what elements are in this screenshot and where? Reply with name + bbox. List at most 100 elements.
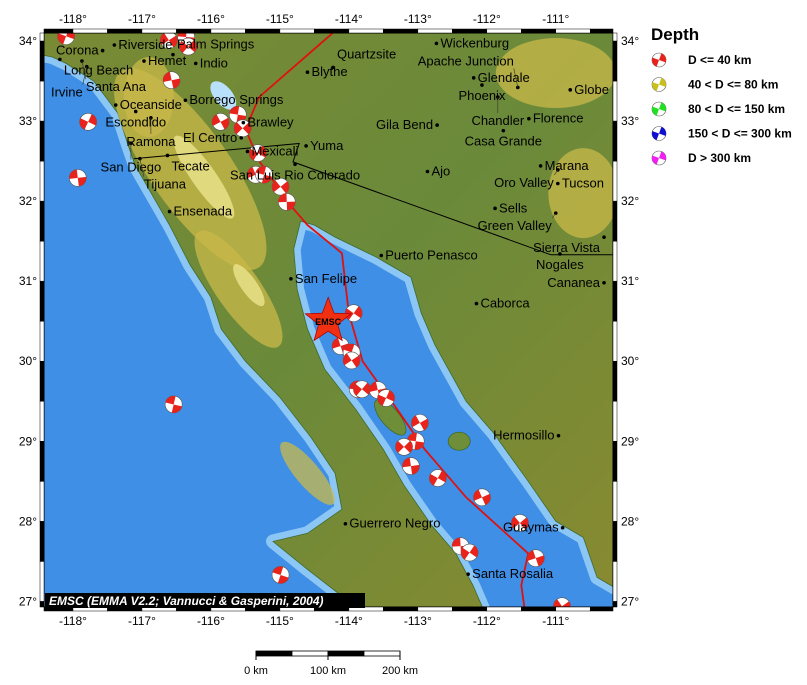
beachball-quadrant xyxy=(272,180,290,194)
frame-segment xyxy=(555,28,591,34)
credit-text: EMSC (EMMA V2.2; Vannucci & Gasperini, 2… xyxy=(49,594,324,608)
earthquake-focal-mechanism[interactable] xyxy=(375,387,397,409)
earthquake-focal-mechanism[interactable] xyxy=(231,116,255,140)
city-label: Tucson xyxy=(562,176,604,191)
city-dot xyxy=(142,59,146,63)
lon-tick-bottom: -117° xyxy=(128,614,156,628)
city-label: Oro Valley xyxy=(494,175,554,190)
earthquake-focal-mechanism[interactable] xyxy=(254,164,275,185)
highland-shading xyxy=(123,57,174,138)
city-dot xyxy=(474,301,479,306)
earthquake-focal-mechanism[interactable] xyxy=(228,105,247,124)
frame-segment xyxy=(39,601,45,608)
city-leader-line xyxy=(82,66,88,85)
city-dot xyxy=(245,149,250,154)
earthquake-focal-mechanism[interactable] xyxy=(269,175,293,199)
frame-segment xyxy=(452,28,488,34)
beachball-quadrant xyxy=(353,382,371,396)
highland-shading xyxy=(194,230,283,348)
beachball-quadrant xyxy=(249,145,267,161)
frame-segment xyxy=(612,32,618,42)
earthquake-focal-mechanism[interactable] xyxy=(163,394,183,414)
legend-label: 150 < D <= 300 km xyxy=(688,127,792,141)
earthquake-focal-mechanism[interactable] xyxy=(550,594,574,618)
earthquake-focal-mechanism[interactable] xyxy=(77,111,100,134)
earthquake-focal-mechanism[interactable] xyxy=(392,435,416,459)
scale-bar: 0 km 100 km 200 km xyxy=(244,650,418,677)
city-dot xyxy=(149,116,153,120)
earthquake-focal-mechanism[interactable] xyxy=(426,467,449,490)
frame-segment xyxy=(612,601,618,608)
earthquake-focal-mechanism[interactable] xyxy=(277,193,296,211)
lon-tick-top: -116° xyxy=(197,12,225,26)
beachball-quadrant xyxy=(652,151,666,165)
legend-label: D > 300 km xyxy=(688,151,751,165)
city-label: Santa Ana xyxy=(86,79,147,94)
frame-segment xyxy=(72,28,108,34)
lon-tick-top: -113° xyxy=(404,12,432,26)
scale-segment xyxy=(291,650,329,657)
frame-segment xyxy=(555,606,591,612)
earthquake-focal-mechanism[interactable] xyxy=(340,349,364,373)
earthquake-focal-mechanism[interactable] xyxy=(408,411,431,434)
lat-tick-right: 32° xyxy=(621,194,639,208)
city-dot xyxy=(165,153,170,158)
frame-segment xyxy=(452,606,488,612)
frame-segment xyxy=(107,28,143,34)
city-dot xyxy=(425,169,430,174)
city-dot xyxy=(305,70,310,75)
city-leader-line xyxy=(552,212,557,219)
frame-segment xyxy=(612,200,618,242)
legend-title: Depth xyxy=(651,25,699,44)
event-star-icon[interactable] xyxy=(304,296,352,342)
beachball-quadrant xyxy=(473,489,491,506)
frame-segment xyxy=(612,360,618,402)
city-label: Ajo xyxy=(431,163,450,178)
beachball-quadrant xyxy=(377,390,395,406)
city-label: Escondido xyxy=(105,114,166,129)
beachball-quadrant xyxy=(278,193,296,211)
lon-tick-bottom: -112° xyxy=(473,614,501,628)
frame-segment xyxy=(141,28,177,34)
lon-tick-bottom: -113° xyxy=(404,614,432,628)
earthquake-focal-mechanism[interactable] xyxy=(176,35,200,59)
frame-segment xyxy=(39,360,45,402)
frame-segment xyxy=(39,40,45,82)
city-label: San Diego xyxy=(101,159,162,174)
lat-tick-right: 29° xyxy=(621,434,639,448)
earthquake-focal-mechanism[interactable] xyxy=(458,541,482,565)
earthquake-focal-mechanism[interactable] xyxy=(162,70,182,90)
lat-tick-left: 27° xyxy=(19,594,37,608)
frame-segment xyxy=(521,28,557,34)
city-label: Oceanside xyxy=(120,97,182,112)
earthquake-focal-mechanism[interactable] xyxy=(342,301,366,325)
city-label: Green Valley xyxy=(478,218,553,233)
earthquake-focal-mechanism[interactable] xyxy=(471,486,493,508)
earthquake-focal-mechanism[interactable] xyxy=(157,28,181,52)
city-label: Casa Grande xyxy=(465,134,542,149)
frame-segment xyxy=(612,120,618,162)
lat-tick-left: 32° xyxy=(19,194,37,208)
beachball-quadrant xyxy=(57,33,75,45)
earthquake-focal-mechanism[interactable] xyxy=(525,547,547,569)
earthquake-focal-mechanism[interactable] xyxy=(401,457,420,476)
frame-segment xyxy=(612,441,618,482)
island xyxy=(374,399,407,436)
lat-tick-left: 33° xyxy=(19,114,37,128)
earthquake-focal-mechanism[interactable] xyxy=(246,141,269,164)
frame-segment xyxy=(39,240,45,282)
frame-segment xyxy=(589,606,614,612)
lat-tick-right: 31° xyxy=(621,274,639,288)
lon-tick-top: -115° xyxy=(266,12,294,26)
city-label: San Felipe xyxy=(295,271,357,286)
earthquake-focal-mechanism[interactable] xyxy=(270,564,291,585)
earthquake-focal-mechanism[interactable] xyxy=(508,511,532,535)
city-dot xyxy=(435,123,439,127)
frame-segment xyxy=(279,28,315,34)
frame-segment xyxy=(314,28,350,34)
earthquake-focal-mechanism[interactable] xyxy=(55,25,77,47)
earthquake-focal-mechanism[interactable] xyxy=(209,110,232,133)
earthquake-focal-mechanism[interactable] xyxy=(68,168,87,187)
